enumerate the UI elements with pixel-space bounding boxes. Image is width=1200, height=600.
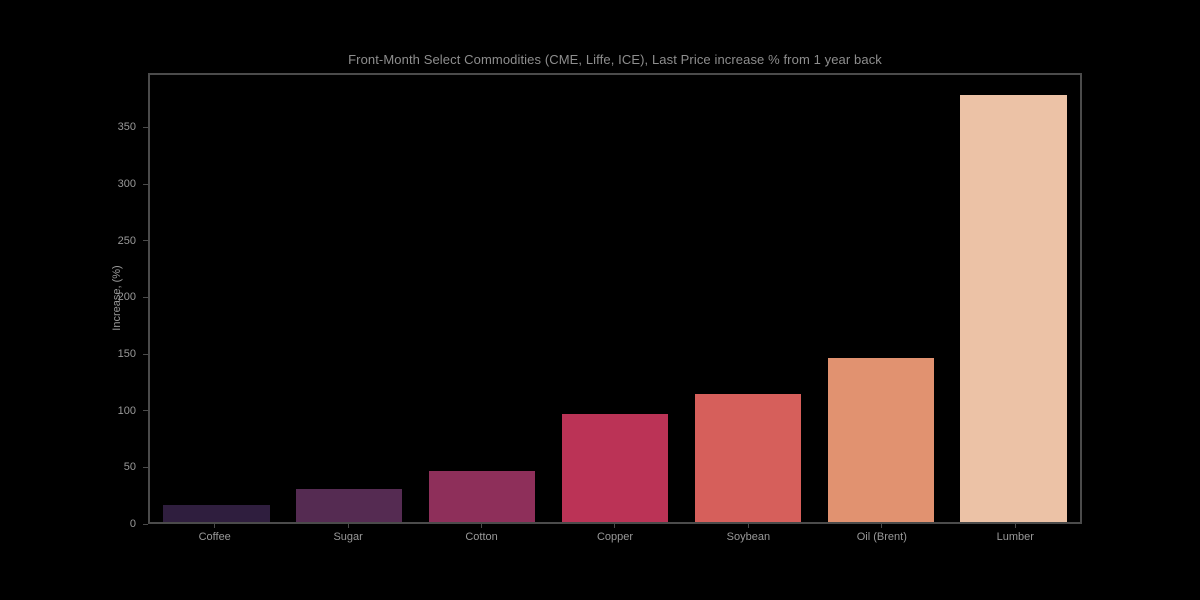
- y-tick-mark: [143, 183, 148, 185]
- bar-slot: [283, 75, 416, 522]
- bar-slot: [947, 75, 1080, 522]
- y-tick-label: 350: [117, 121, 136, 134]
- y-tick-mark: [143, 126, 148, 128]
- bar-copper[interactable]: [561, 414, 669, 522]
- plot-area[interactable]: [148, 73, 1082, 524]
- x-tick-mark: [347, 524, 349, 528]
- x-axis: Coffee Sugar Cotton Copper Soybean Oil (Brent…: [148, 524, 1082, 543]
- bar-slot: [549, 75, 682, 522]
- y-tick-label: 250: [117, 234, 136, 247]
- y-tick-mark: [143, 240, 148, 242]
- y-tick-label: 0: [129, 518, 136, 530]
- bar-oil-brent[interactable]: [827, 358, 934, 522]
- x-axis-slot: Copper: [548, 524, 681, 543]
- x-tick-mark: [747, 524, 749, 528]
- y-tick-mark: [143, 353, 148, 355]
- bar-coffee[interactable]: [163, 505, 270, 522]
- x-tick-mark: [614, 524, 616, 528]
- bar-lumber[interactable]: [960, 95, 1067, 522]
- y-tick-label: 100: [117, 404, 136, 417]
- x-axis-slot: Coffee: [148, 524, 281, 543]
- y-tick-label: 50: [123, 461, 136, 474]
- y-axis: 0 50 100 150 200 250 300 350: [0, 73, 148, 530]
- x-tick-label: Oil (Brent): [856, 531, 907, 543]
- x-axis-slot: Oil (Brent): [815, 524, 948, 543]
- x-tick-mark: [1014, 524, 1016, 528]
- x-axis-slot: Sugar: [281, 524, 414, 543]
- bar-soybean[interactable]: [694, 393, 801, 522]
- bars-container: [150, 75, 1080, 522]
- bar-sugar[interactable]: [296, 489, 403, 522]
- x-tick-mark: [481, 524, 483, 528]
- x-tick-label: Sugar: [333, 531, 363, 543]
- x-axis-slot: Cotton: [415, 524, 548, 543]
- y-tick-label: 150: [117, 348, 136, 361]
- x-tick-label: Coffee: [198, 531, 231, 543]
- bar-slot: [814, 75, 947, 522]
- bar-slot: [150, 75, 283, 522]
- x-axis-slot: Soybean: [682, 524, 815, 543]
- x-tick-mark: [214, 524, 216, 528]
- y-tick-label: 200: [117, 291, 136, 304]
- x-axis-slot: Lumber: [949, 524, 1082, 543]
- y-tick-mark: [143, 523, 148, 525]
- x-tick-label: Soybean: [726, 531, 771, 543]
- bar-cotton[interactable]: [429, 471, 536, 522]
- y-tick-mark: [143, 466, 148, 468]
- y-tick-mark: [143, 410, 148, 412]
- chart-title: Front-Month Select Commodities (CME, Lif…: [348, 52, 882, 67]
- bar-slot: [681, 75, 814, 522]
- x-tick-label: Cotton: [465, 531, 498, 543]
- x-tick-mark: [881, 524, 883, 528]
- x-tick-label: Copper: [596, 531, 634, 543]
- bar-slot: [416, 75, 549, 522]
- y-tick-label: 300: [117, 178, 136, 191]
- x-tick-label: Lumber: [996, 531, 1034, 543]
- y-tick-mark: [143, 296, 148, 298]
